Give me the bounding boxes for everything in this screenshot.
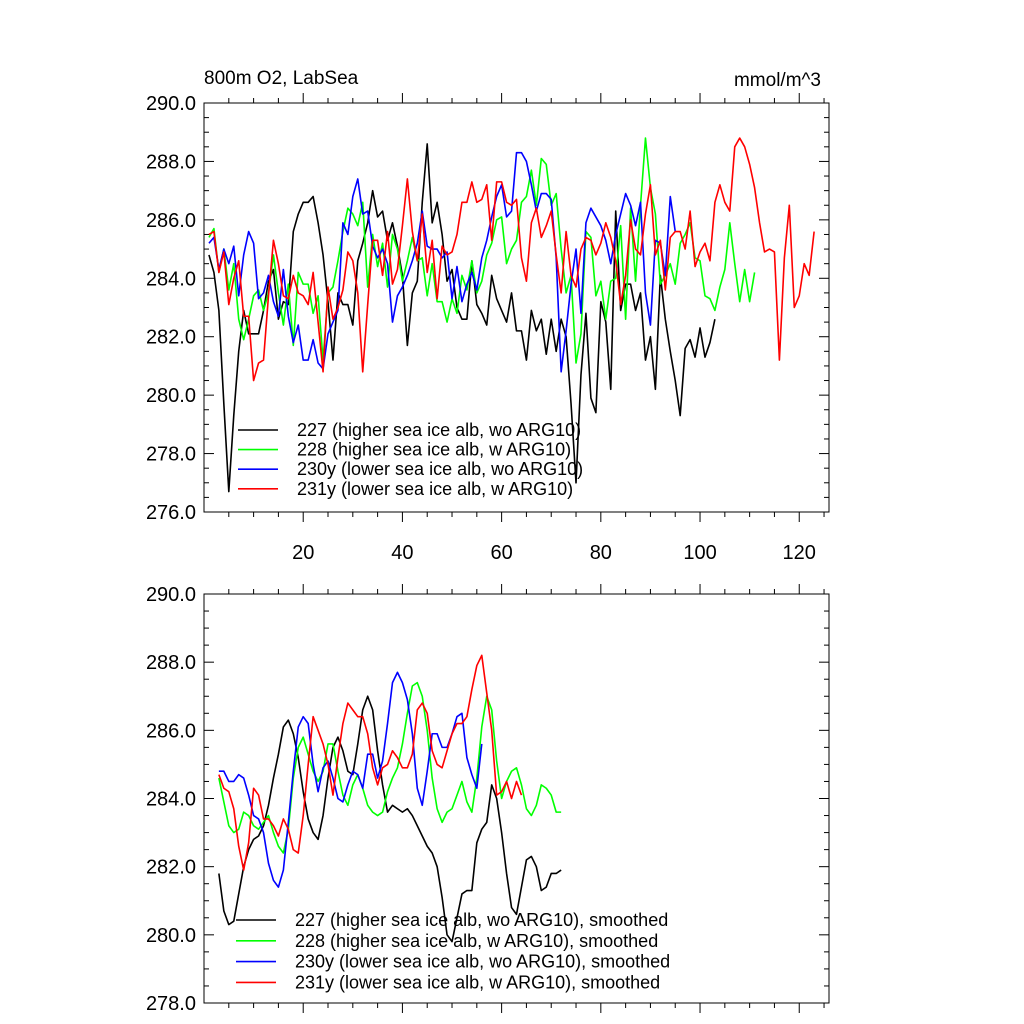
legend-label: 230y (lower sea ice alb, wo ARG10) bbox=[297, 459, 583, 479]
y-tick-label: 276.0 bbox=[146, 502, 196, 524]
x-tick-label: 60 bbox=[490, 542, 512, 564]
x-tick-label: 80 bbox=[590, 542, 612, 564]
series-line-0 bbox=[208, 143, 716, 493]
y-tick-label: 290.0 bbox=[146, 584, 196, 606]
y-tick-label: 284.0 bbox=[146, 789, 196, 811]
x-tick-label: 100 bbox=[683, 542, 716, 564]
y-tick-label: 278.0 bbox=[146, 444, 196, 466]
top-panel: 800m O2, LabSea mmol/m^3 276.0 278.0 280.0 28… bbox=[146, 68, 830, 564]
legend-label: 228 (higher sea ice alb, w ARG10) bbox=[297, 440, 571, 460]
series-line-1 bbox=[218, 681, 562, 854]
y-tick-label: 290.0 bbox=[146, 93, 196, 115]
y-tick-label: 286.0 bbox=[146, 210, 196, 232]
bottom-panel: 278.0 280.0 282.0 284.0 286.0 288.0 290.0 227 (… bbox=[146, 584, 830, 1015]
series-line-2 bbox=[208, 151, 677, 373]
legend-label: 227 (higher sea ice alb, wo ARG10), smoo… bbox=[295, 910, 668, 930]
y-tick-label: 282.0 bbox=[146, 327, 196, 349]
legend-label: 228 (higher sea ice alb, w ARG10), smoot… bbox=[295, 931, 658, 951]
x-tick-label: 20 bbox=[292, 542, 314, 564]
series-line-3 bbox=[208, 137, 815, 382]
y-tick-label: 278.0 bbox=[146, 993, 196, 1015]
y-tick-label: 280.0 bbox=[146, 925, 196, 947]
y-tick-label: 288.0 bbox=[146, 151, 196, 173]
y-tick-label: 282.0 bbox=[146, 857, 196, 879]
x-tick-label: 40 bbox=[391, 542, 413, 564]
y-tick-label: 284.0 bbox=[146, 268, 196, 290]
y-tick-label: 286.0 bbox=[146, 720, 196, 742]
y-tick-label: 288.0 bbox=[146, 652, 196, 674]
x-tick-label: 120 bbox=[783, 542, 816, 564]
legend-label: 227 (higher sea ice alb, wo ARG10) bbox=[297, 420, 581, 440]
chart-title: 800m O2, LabSea bbox=[204, 68, 359, 89]
series-line-2 bbox=[218, 671, 483, 888]
units-label: mmol/m^3 bbox=[734, 70, 821, 91]
y-tick-label: 280.0 bbox=[146, 385, 196, 407]
legend-label: 231y (lower sea ice alb, w ARG10), smoot… bbox=[295, 972, 660, 992]
legend-label: 230y (lower sea ice alb, wo ARG10), smoo… bbox=[295, 952, 670, 972]
series-line-0 bbox=[218, 695, 562, 943]
legend-label: 231y (lower sea ice alb, w ARG10) bbox=[297, 479, 573, 499]
series-line-3 bbox=[218, 654, 523, 871]
